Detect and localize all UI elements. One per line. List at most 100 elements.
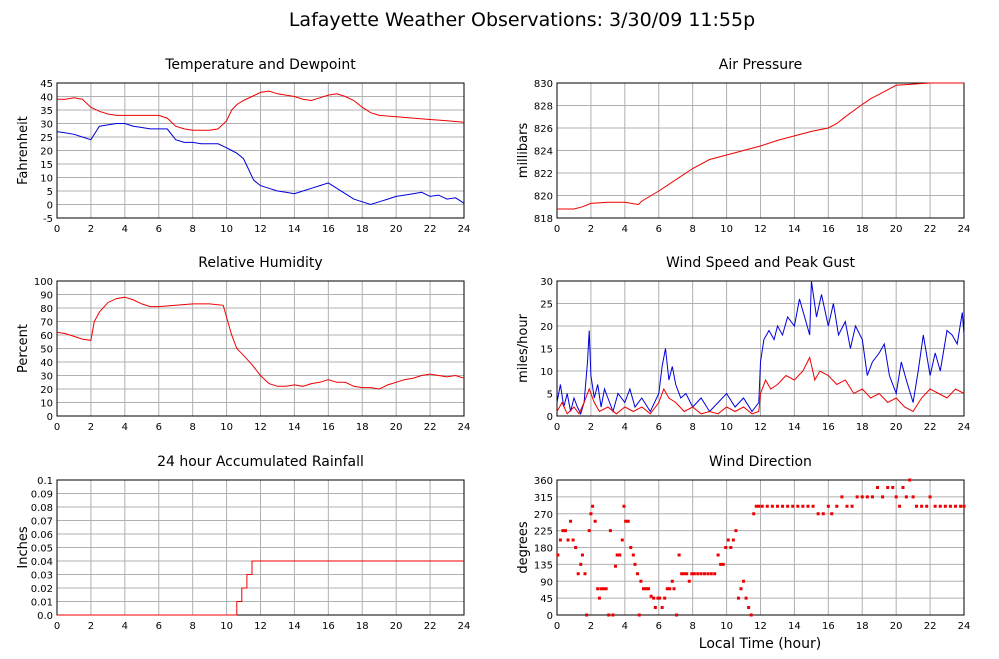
data-point	[685, 572, 689, 576]
data-point	[901, 486, 905, 489]
y-tick-label: 25	[40, 133, 53, 144]
data-point	[607, 613, 611, 617]
x-tick-label: 6	[156, 621, 162, 632]
x-tick-label: 2	[88, 422, 94, 433]
x-tick-label: 12	[254, 621, 267, 632]
data-point	[631, 553, 635, 557]
x-tick-label: 20	[890, 422, 903, 433]
data-point	[566, 538, 570, 542]
data-point	[713, 572, 717, 576]
x-tick-label: 4	[122, 224, 128, 235]
y-tick-label: 5	[547, 390, 553, 401]
data-point	[670, 579, 674, 583]
chart-title-pressure: Air Pressure	[719, 57, 802, 73]
y-tick-label: 25	[540, 300, 553, 311]
x-tick-label: 6	[656, 621, 662, 632]
y-axis-label-humidity: Percent	[16, 324, 31, 373]
data-point	[709, 572, 713, 576]
plot-frame	[56, 280, 465, 417]
y-axis-label-pressure: millibars	[516, 123, 531, 179]
y-tick-label: 30	[40, 372, 53, 383]
x-tick-label: 12	[754, 224, 767, 235]
data-point	[629, 546, 633, 549]
main-title: Lafayette Weather Observations: 3/30/09 …	[289, 9, 755, 31]
data-point	[850, 504, 854, 508]
data-point	[757, 504, 761, 508]
x-tick-label: 8	[689, 224, 695, 235]
y-tick-label: 35	[40, 106, 53, 117]
plot-frame	[56, 82, 465, 219]
data-point	[726, 538, 730, 542]
data-point	[593, 519, 597, 523]
x-tick-label: 6	[156, 422, 162, 433]
data-point	[752, 512, 756, 516]
chart-title-temp: Temperature and Dewpoint	[164, 57, 356, 73]
x-tick-label: 24	[958, 621, 971, 632]
data-point	[908, 478, 912, 482]
x-tick-label: 18	[356, 422, 369, 433]
y-tick-label: 20	[40, 147, 53, 158]
y-tick-label: 0.09	[31, 490, 53, 501]
y-axis-label-temp: Fahrenheit	[16, 116, 31, 185]
y-tick-label: 820	[534, 192, 553, 203]
data-point	[675, 613, 679, 617]
data-point	[734, 529, 738, 533]
x-tick-label: 14	[788, 621, 801, 632]
y-tick-label: 15	[40, 160, 53, 171]
y-tick-label: 15	[540, 345, 553, 356]
series-line-red	[556, 356, 965, 415]
y-tick-label: 360	[534, 476, 553, 487]
data-point	[719, 562, 723, 566]
x-tick-label: 8	[689, 621, 695, 632]
x-tick-label: 16	[822, 621, 835, 632]
data-point	[682, 572, 686, 576]
data-point	[894, 495, 898, 499]
y-tick-label: 0.04	[31, 557, 53, 568]
data-point	[558, 538, 562, 542]
x-tick-label: 4	[622, 224, 628, 235]
y-tick-label: 30	[540, 277, 553, 288]
data-point	[736, 596, 740, 600]
y-tick-label: 90	[40, 291, 53, 302]
y-tick-label: 135	[534, 560, 553, 571]
x-tick-label: 2	[88, 621, 94, 632]
x-tick-label: 12	[754, 422, 767, 433]
data-point	[954, 504, 958, 508]
data-point	[845, 504, 849, 508]
x-tick-label: 8	[189, 224, 195, 235]
x-tick-label: 4	[122, 621, 128, 632]
data-point	[556, 553, 560, 557]
x-tick-label: 10	[720, 621, 733, 632]
y-tick-label: 0.05	[31, 544, 53, 555]
data-point	[835, 504, 839, 508]
data-point	[611, 613, 615, 617]
data-point	[920, 504, 924, 508]
x-tick-label: 16	[822, 224, 835, 235]
data-point	[770, 504, 774, 508]
x-tick-label: 24	[958, 224, 971, 235]
x-tick-label: 22	[424, 621, 437, 632]
y-tick-label: 60	[40, 331, 53, 342]
y-tick-label: 0.01	[31, 598, 53, 609]
data-point	[563, 529, 567, 533]
x-tick-label: 4	[622, 621, 628, 632]
x-tick-label: 12	[254, 224, 267, 235]
x-tick-label: 0	[54, 224, 60, 235]
y-tick-label: 0.1	[37, 476, 53, 487]
data-point	[672, 587, 676, 591]
data-point	[580, 553, 584, 557]
y-tick-label: 818	[534, 214, 553, 225]
plot-frame	[56, 479, 465, 616]
x-tick-label: 14	[788, 224, 801, 235]
data-point	[724, 546, 728, 549]
y-tick-label: 0	[47, 201, 53, 212]
data-point	[699, 572, 703, 576]
y-axis-label-wind: miles/hour	[516, 313, 531, 382]
y-axis-label-direction: degrees	[516, 521, 531, 574]
y-tick-label: 270	[534, 510, 553, 521]
data-point	[652, 596, 656, 600]
data-point	[576, 572, 580, 576]
